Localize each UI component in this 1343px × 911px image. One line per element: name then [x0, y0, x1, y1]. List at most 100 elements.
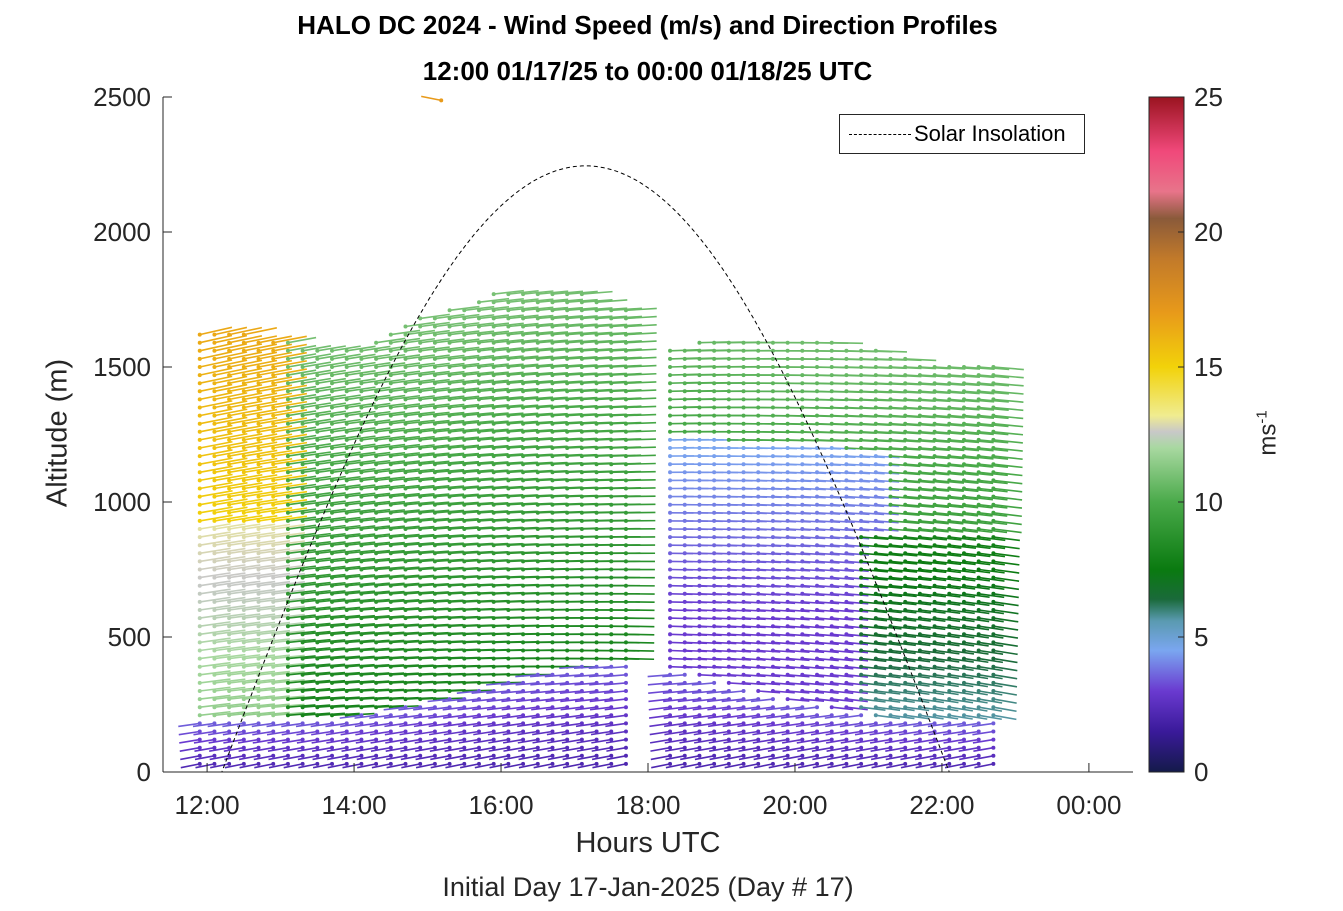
wind-barb-274 — [251, 722, 274, 728]
wind-barb-head-1042 — [476, 608, 481, 612]
wind-barb-head-784 — [403, 421, 408, 426]
wind-barb-head-2329 — [844, 527, 849, 531]
wind-barb-head-980 — [462, 648, 467, 653]
wind-barb-head-2360 — [859, 697, 864, 702]
wind-barb-739 — [390, 345, 421, 352]
wind-barb-290 — [273, 589, 305, 595]
wind-barb-head-2295 — [829, 373, 834, 378]
wind-barb-1989 — [736, 706, 759, 711]
wind-barb-head-826 — [418, 527, 423, 531]
wind-barb-head-2392 — [859, 437, 864, 442]
wind-barb-1669 — [649, 738, 671, 744]
wind-barb-head-2015 — [756, 494, 761, 499]
wind-barb-1778 — [677, 698, 700, 703]
wind-barb-head-709 — [388, 591, 393, 596]
wind-barb-head-777 — [403, 478, 408, 483]
wind-barb-head-290 — [271, 591, 276, 596]
wind-barb-head-56 — [212, 745, 217, 750]
wind-barb-head-2161 — [800, 599, 805, 604]
wind-barb-head-796 — [403, 324, 408, 329]
wind-barb-head-2275 — [829, 535, 834, 540]
wind-barb-head-774 — [403, 502, 408, 507]
wind-barb-180 — [243, 613, 276, 619]
wind-barb-head-139 — [227, 510, 232, 515]
wind-barb-head-594 — [359, 672, 364, 677]
wind-barb-head-2457 — [888, 753, 893, 758]
wind-barb-1994 — [758, 665, 781, 670]
wind-barb-head-2414 — [873, 680, 878, 685]
wind-barb-2205 — [816, 674, 839, 678]
wind-barb-head-2494 — [888, 454, 893, 459]
wind-barb-head-1437 — [579, 745, 584, 750]
wind-barb-2419 — [875, 641, 902, 646]
wind-barb-158 — [228, 351, 263, 360]
wind-barb-2092 — [766, 730, 788, 736]
wind-barb-head-869 — [432, 632, 437, 637]
wind-barb-head-1806 — [697, 470, 702, 475]
wind-barb-head-2467 — [888, 672, 893, 677]
wind-barb-1089 — [471, 698, 494, 703]
wind-barb-909 — [430, 763, 450, 769]
wind-barb-head-1343 — [550, 551, 555, 556]
wind-barb-head-321 — [271, 340, 276, 345]
wind-barb-head-622 — [359, 446, 364, 450]
wind-barb-head-1225 — [521, 551, 526, 556]
wind-barb-head-2461 — [888, 721, 893, 726]
wind-barb-head-1438 — [579, 737, 584, 742]
wind-barb-304 — [273, 474, 308, 482]
wind-barb-head-1243 — [521, 405, 526, 410]
wind-barb-head-2411 — [873, 705, 878, 710]
wind-barb-1772 — [679, 746, 700, 752]
wind-barb-585 — [341, 746, 362, 752]
wind-barb-head-42 — [197, 421, 202, 426]
wind-barb-head-573 — [344, 421, 349, 426]
wind-barb-head-1254 — [521, 316, 526, 321]
wind-barb-head-2325 — [844, 559, 849, 564]
wind-barb-head-2409 — [873, 721, 878, 726]
wind-barb-head-2487 — [888, 510, 893, 515]
wind-barb-1026 — [458, 738, 480, 744]
wind-barb-418 — [302, 410, 332, 417]
wind-barb-head-1440 — [579, 721, 584, 726]
wind-barb-head-772 — [403, 518, 408, 523]
wind-barb-head-740 — [388, 340, 393, 345]
wind-barb-head-2077 — [770, 421, 775, 426]
wind-barb-631 — [361, 370, 391, 376]
wind-barb-head-1598 — [609, 389, 614, 394]
wind-barb-285 — [273, 630, 305, 636]
wind-barb-head-1749 — [682, 510, 687, 515]
wind-barb-head-112 — [227, 729, 232, 734]
wind-barb-head-1678 — [668, 664, 673, 669]
wind-barb-head-154 — [227, 389, 232, 394]
wind-barb-head-1392 — [565, 632, 570, 637]
wind-barb-2334 — [846, 487, 870, 491]
wind-barb-1268 — [515, 682, 538, 686]
wind-barb-head-14 — [197, 648, 202, 653]
wind-barb-head-1290 — [535, 502, 540, 507]
wind-barb-head-1084 — [491, 737, 496, 742]
wind-barb-head-1688 — [668, 583, 673, 588]
wind-barb-head-379 — [300, 729, 305, 734]
wind-barb-head-462 — [315, 478, 320, 483]
wind-barb-head-120 — [227, 664, 232, 669]
wind-barb-244 — [258, 531, 291, 538]
wind-barb-head-1481 — [579, 389, 584, 394]
wind-barb-2041 — [751, 714, 774, 719]
wind-barb-head-143 — [227, 478, 232, 483]
wind-barb-head-2247 — [829, 761, 834, 766]
wind-barb-head-1393 — [565, 624, 570, 629]
wind-barb-head-309 — [271, 437, 276, 442]
wind-barb-head-1992 — [756, 680, 761, 685]
wind-barb-head-653 — [374, 616, 379, 621]
wind-barb-head-1755 — [682, 462, 687, 467]
wind-barb-head-2067 — [770, 502, 775, 507]
wind-barb-head-1312 — [535, 324, 540, 329]
wind-barb-head-1946 — [741, 624, 746, 629]
wind-barb-head-929 — [447, 599, 452, 604]
wind-barb-head-1594 — [609, 421, 614, 426]
wind-barb-head-820 — [418, 575, 423, 580]
wind-barb-head-244 — [256, 535, 261, 540]
wind-barb-1667 — [650, 755, 671, 761]
wind-barb-1435 — [562, 763, 583, 769]
wind-barb-head-50 — [197, 356, 202, 361]
